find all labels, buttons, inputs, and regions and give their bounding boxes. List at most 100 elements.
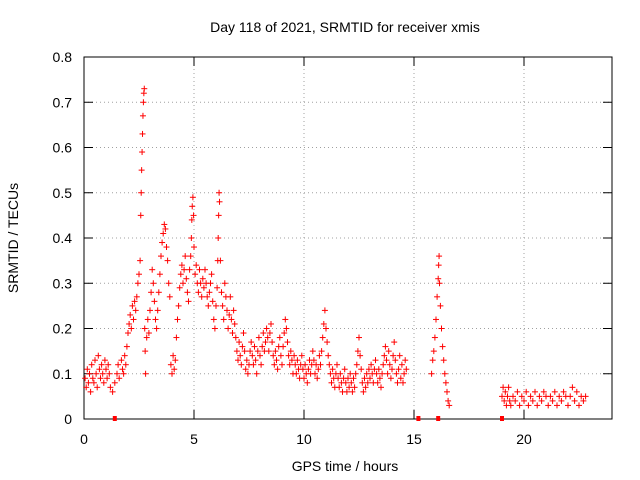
data-point [314,375,321,382]
data-point [323,325,329,332]
data-point [312,370,318,377]
data-point [130,316,137,323]
data-point [273,357,280,364]
data-point [253,370,260,377]
data-point [149,266,156,273]
data-point [580,397,587,404]
data-point [291,352,298,359]
data-point [394,379,401,386]
data-point [175,302,182,309]
data-point [379,370,386,377]
data-point [226,311,233,318]
data-point [237,352,244,359]
data-point [358,366,365,373]
data-point [282,316,289,323]
data-point [438,325,445,332]
data-point [195,289,202,296]
data-point [534,402,541,409]
data-point [329,366,336,373]
data-point [217,257,224,264]
data-point [121,352,128,359]
data-point [189,203,196,210]
data-point [500,384,507,391]
data-point [216,189,223,196]
data-point [142,348,149,355]
data-point [213,302,219,309]
data-point [218,289,225,296]
data-point [138,167,145,174]
data-point [85,379,92,386]
data-point [133,293,140,300]
data-point [206,289,213,296]
data-point [210,316,217,323]
data-point [183,275,190,282]
data-point [274,366,281,373]
data-point [286,361,293,368]
data-point [95,352,102,359]
data-point [272,348,279,355]
data-point [107,384,114,391]
data-point [150,280,157,287]
data-point [221,280,228,287]
data-point [554,402,560,409]
data-point [440,357,447,364]
data-point [251,343,258,350]
data-point [569,384,576,391]
data-point [292,361,299,368]
axis-marker [500,416,504,421]
data-point [359,379,366,386]
data-points [82,85,589,409]
data-point [510,393,516,400]
data-point [523,388,530,395]
data-point [202,266,208,273]
data-point [372,357,379,364]
data-point [90,379,97,386]
data-point [136,271,142,278]
data-point [94,384,101,391]
data-point [116,375,123,382]
data-point [238,361,245,368]
data-point [235,357,241,364]
data-point [397,375,404,382]
data-point [174,316,181,323]
data-point [375,366,382,373]
data-point [266,330,273,337]
data-point [532,388,538,395]
data-point [233,348,240,355]
data-point [301,375,307,382]
x-tick-label: 10 [296,431,312,447]
data-point [316,352,323,359]
data-point [565,402,571,409]
data-point [518,393,525,400]
data-point [260,330,267,337]
data-point [164,257,171,264]
data-point [506,397,513,404]
data-point [137,212,144,219]
data-point [304,379,311,386]
data-point [196,266,203,273]
data-point [239,343,246,350]
data-point [147,307,153,314]
data-point [109,388,116,395]
y-tick-label: 0.6 [53,140,73,156]
data-point [114,370,120,377]
data-point [567,393,574,400]
y-axis-label: SRMTID / TECUs [5,183,21,293]
data-point [97,375,104,382]
data-point [216,198,223,205]
data-point [122,361,129,368]
y-tick-label: 0.5 [53,185,73,201]
data-point [250,361,257,368]
data-point [547,393,554,400]
data-point [100,379,107,386]
data-point [159,239,166,246]
data-point [249,352,256,359]
data-point [277,352,284,359]
data-point [191,244,197,251]
data-point [190,212,197,219]
data-point [342,379,349,386]
y-tick-label: 0.7 [53,94,73,110]
data-point [215,212,222,219]
data-point [105,361,112,368]
data-point [244,370,251,377]
